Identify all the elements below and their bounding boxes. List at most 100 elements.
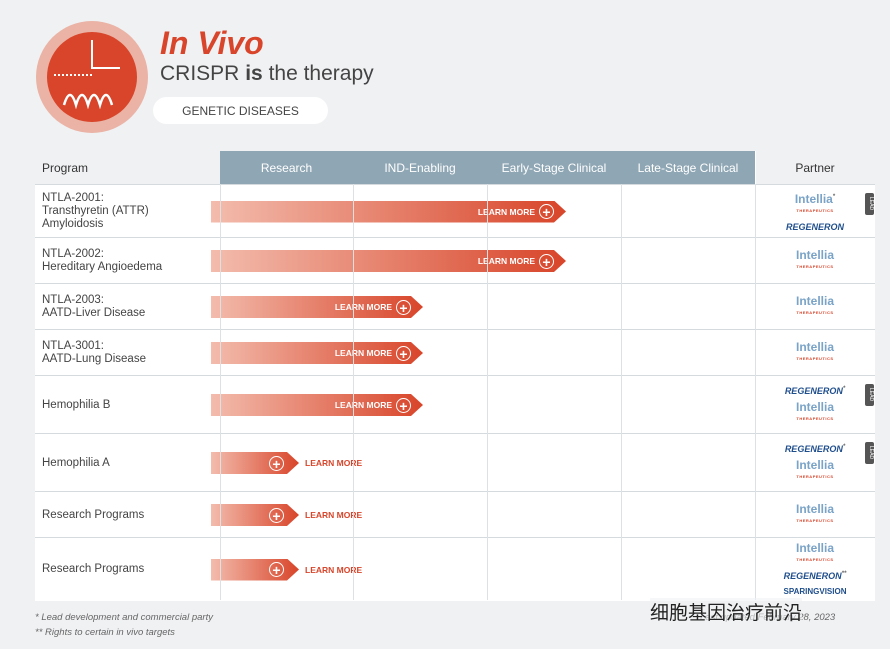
partner-tagline: THERAPEUTICS [796, 264, 834, 269]
footnote: ** Rights to certain in vivo targets [35, 627, 175, 638]
table-row: NTLA-3001: AATD-Lung Disease LEARN MORE + In… [35, 329, 875, 376]
partner-logo: REGENERON [786, 222, 844, 232]
program-line: Research Programs [42, 508, 145, 521]
plus-button[interactable]: + [396, 300, 411, 315]
learn-more-link: LEARN MORE [334, 348, 392, 358]
subtitle-bold: is [245, 62, 263, 85]
partner-name: REGENERON [785, 221, 844, 232]
category-pill: GENETIC DISEASES [153, 97, 328, 124]
partner-logo: Intellia THERAPEUTICS [796, 249, 834, 272]
table-row: Research Programs + LEARN MORE Intellia THER… [35, 491, 875, 538]
program-name: NTLA-2003: AATD-Liver Disease [42, 284, 145, 330]
partner-logos: Intellia THERAPEUTICS [755, 492, 875, 538]
lead-badge: LEAD [865, 193, 874, 215]
program-line: Research Programs [42, 563, 145, 575]
column-divider [220, 184, 221, 600]
partner-logo: Intellia THERAPEUTICS [795, 400, 834, 424]
partner-logos: Intellia* THERAPEUTICS REGENERON [755, 185, 875, 238]
plus-button[interactable]: + [396, 346, 411, 361]
subtitle-part: CRISPR [160, 62, 240, 85]
table-row: NTLA-2003: AATD-Liver Disease LEARN MORE + I… [35, 283, 875, 330]
title: In Vivo [160, 25, 264, 61]
progress-bar: + [211, 559, 299, 581]
program-name: NTLA-2001: Transthyretin (ATTR) Amyloidosi… [42, 185, 149, 238]
program-line: Amyloidosis [42, 218, 104, 230]
progress-bar: LEARN MORE + [211, 250, 566, 272]
partner-logo: Intellia THERAPEUTICS [795, 541, 834, 565]
partner-name: Intellia [795, 502, 834, 516]
partner-name: Intellia [795, 541, 834, 555]
learn-more-link: LEARN MORE [477, 256, 535, 266]
partner-mark: * [842, 386, 846, 392]
program-name: NTLA-3001: AATD-Lung Disease [42, 330, 146, 376]
program-line: Hemophilia A [42, 456, 110, 469]
program-name: Research Programs [42, 538, 144, 601]
footnote: * Lead development and commercial party [35, 612, 213, 623]
partner-logos: REGENERON* Intellia THERAPEUTICS [755, 434, 875, 492]
logo [36, 21, 148, 133]
partner-logo: REGENERON* [785, 386, 845, 396]
partner-logo: REGENERON* [785, 444, 845, 454]
partner-name: Intellia [795, 340, 834, 354]
program-name: Research Programs [42, 492, 144, 538]
partner-tagline: THERAPEUTICS [796, 557, 834, 562]
program-line: NTLA-3001: [42, 340, 105, 352]
learn-more-link[interactable]: LEARN MORE [305, 564, 363, 575]
program-name: Hemophilia A [42, 434, 110, 492]
learn-more-link[interactable]: LEARN MORE [305, 510, 363, 520]
table-row: Hemophilia B LEARN MORE + REGENERON* Intelli… [35, 375, 875, 434]
progress-bar: LEARN MORE + [211, 342, 423, 364]
plus-button[interactable]: + [539, 204, 554, 219]
partner-logo: Intellia THERAPEUTICS [795, 340, 834, 364]
partner-tagline: THERAPEUTICS [796, 474, 834, 479]
partner-logo: Intellia THERAPEUTICS [796, 295, 834, 318]
subtitle-part: the therapy [268, 62, 374, 85]
column-header: Early-Stage Clinical [487, 151, 622, 184]
subtitle: CRISPR is the therapy [160, 62, 374, 86]
table-row: NTLA-2001: Transthyretin (ATTR) Amyloidosi… [35, 184, 875, 238]
program-name: Hemophilia B [42, 376, 110, 434]
partner-mark: * [842, 444, 846, 450]
program-name: NTLA-2002: Hereditary Angioedema [42, 238, 162, 284]
lead-badge: LEAD [865, 442, 874, 464]
table-row: Research Programs + LEARN MORE Intellia THER… [35, 537, 875, 601]
learn-more-link: LEARN MORE [334, 302, 392, 312]
partner-tagline: THERAPEUTICS [796, 416, 834, 421]
learn-more-link: LEARN MORE [334, 400, 392, 410]
column-header: Partner [795, 160, 835, 175]
partner-tagline: THERAPEUTICS [796, 518, 834, 523]
column-header: Program [42, 160, 89, 175]
column-divider [621, 184, 622, 600]
plus-button[interactable]: + [269, 508, 284, 523]
column-header: Late-Stage Clinical [621, 151, 756, 184]
partner-name: Intellia [795, 400, 834, 414]
partner-mark: * [832, 193, 836, 200]
partner-name: REGENERON [783, 571, 842, 581]
partner-name: REGENERON [784, 444, 843, 454]
column-divider [487, 184, 488, 600]
partner-logo: Intellia THERAPEUTICS [796, 459, 834, 482]
progress-bar: LEARN MORE + [211, 394, 423, 416]
program-line: NTLA-2001: [42, 192, 105, 204]
plus-button[interactable]: + [269, 562, 284, 577]
table-row: NTLA-2002: Hereditary Angioedema LEARN MOR… [35, 237, 875, 284]
plus-button[interactable]: + [396, 398, 411, 413]
program-line: AATD-Lung Disease [42, 353, 146, 365]
program-line: Hemophilia B [42, 398, 111, 411]
partner-logo: Intellia* THERAPEUTICS [795, 192, 835, 216]
plus-button[interactable]: + [269, 456, 284, 471]
partner-tagline: THERAPEUTICS [796, 207, 834, 213]
partner-tagline: THERAPEUTICS [796, 310, 834, 315]
partner-logos: Intellia THERAPEUTICS [755, 238, 875, 284]
partner-logos: Intellia THERAPEUTICS [755, 284, 875, 330]
column-divider [353, 184, 354, 600]
program-line: Hereditary Angioedema [42, 261, 163, 273]
partner-logos: REGENERON* Intellia THERAPEUTICS [755, 376, 875, 434]
partner-mark: ** [841, 571, 847, 577]
partner-logo: SPARINGVISION [784, 587, 847, 596]
learn-more-link[interactable]: LEARN MORE [305, 458, 363, 468]
plus-button[interactable]: + [539, 254, 554, 269]
column-header: Research [220, 151, 354, 184]
program-line: Transthyretin (ATTR) [42, 205, 149, 217]
partner-logos: Intellia THERAPEUTICS [755, 330, 875, 376]
